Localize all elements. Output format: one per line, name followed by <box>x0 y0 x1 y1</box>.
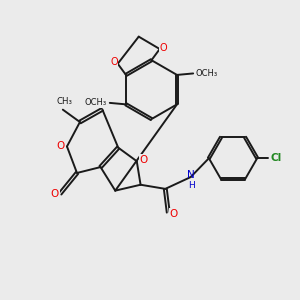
Text: O: O <box>139 155 147 165</box>
Text: Cl: Cl <box>271 153 282 163</box>
Text: O: O <box>160 43 167 52</box>
Text: H: H <box>188 181 195 190</box>
Text: O: O <box>169 209 178 219</box>
Text: OCH₃: OCH₃ <box>196 69 218 78</box>
Text: OCH₃: OCH₃ <box>85 98 107 107</box>
Text: O: O <box>56 141 64 151</box>
Text: N: N <box>187 170 194 180</box>
Text: CH₃: CH₃ <box>56 97 72 106</box>
Text: O: O <box>110 57 118 67</box>
Text: O: O <box>51 189 59 199</box>
